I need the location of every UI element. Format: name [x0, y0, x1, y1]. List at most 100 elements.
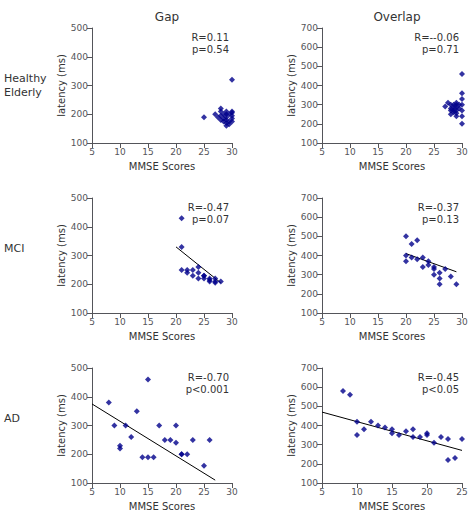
svg-text:20: 20 [170, 147, 182, 157]
svg-text:5: 5 [89, 487, 95, 497]
svg-text:100: 100 [301, 308, 318, 318]
svg-text:20: 20 [170, 317, 182, 327]
svg-text:400: 400 [301, 421, 318, 431]
svg-text:500: 500 [301, 231, 318, 241]
svg-text:MMSE Scores: MMSE Scores [129, 331, 195, 342]
svg-text:25: 25 [198, 487, 209, 497]
svg-text:30: 30 [226, 147, 238, 157]
svg-text:Gap: Gap [155, 10, 179, 24]
svg-text:300: 300 [71, 421, 88, 431]
svg-text:15: 15 [142, 317, 153, 327]
svg-text:30: 30 [226, 487, 238, 497]
svg-text:400: 400 [301, 81, 318, 91]
svg-text:10: 10 [114, 147, 126, 157]
svg-text:200: 200 [301, 119, 318, 129]
svg-text:p=0.71: p=0.71 [422, 44, 459, 55]
svg-text:300: 300 [71, 251, 88, 261]
svg-text:R=-0.70: R=-0.70 [188, 372, 229, 383]
svg-text:latency (ms): latency (ms) [286, 224, 297, 287]
svg-text:30: 30 [456, 147, 468, 157]
svg-text:latency (ms): latency (ms) [286, 54, 297, 117]
svg-text:400: 400 [71, 392, 88, 402]
svg-text:100: 100 [71, 478, 88, 488]
svg-text:300: 300 [301, 100, 318, 110]
svg-text:R=0.11: R=0.11 [191, 32, 229, 43]
svg-text:R=-0.47: R=-0.47 [188, 202, 229, 213]
svg-text:600: 600 [301, 382, 318, 392]
svg-text:200: 200 [301, 459, 318, 469]
svg-text:Elderly: Elderly [4, 86, 42, 99]
svg-text:25: 25 [198, 147, 209, 157]
svg-text:400: 400 [71, 52, 88, 62]
svg-text:500: 500 [71, 193, 88, 203]
svg-text:700: 700 [301, 23, 318, 33]
svg-text:15: 15 [386, 487, 397, 497]
svg-text:700: 700 [301, 363, 318, 373]
svg-text:400: 400 [301, 251, 318, 261]
svg-text:MMSE Scores: MMSE Scores [359, 501, 425, 512]
svg-text:latency (ms): latency (ms) [56, 54, 67, 117]
svg-text:p=0.07: p=0.07 [192, 214, 229, 225]
svg-text:5: 5 [319, 487, 325, 497]
svg-text:500: 500 [301, 401, 318, 411]
svg-text:AD: AD [4, 412, 20, 425]
svg-text:200: 200 [301, 289, 318, 299]
svg-text:MMSE Scores: MMSE Scores [129, 501, 195, 512]
svg-text:300: 300 [301, 440, 318, 450]
svg-text:600: 600 [301, 42, 318, 52]
svg-text:5: 5 [89, 317, 95, 327]
svg-text:100: 100 [71, 308, 88, 318]
svg-text:p<0.05: p<0.05 [422, 384, 459, 395]
svg-text:500: 500 [71, 23, 88, 33]
svg-text:20: 20 [170, 487, 182, 497]
svg-text:MCI: MCI [4, 242, 24, 255]
svg-text:25: 25 [198, 317, 209, 327]
svg-text:15: 15 [372, 147, 383, 157]
svg-text:10: 10 [351, 487, 363, 497]
svg-text:5: 5 [319, 317, 325, 327]
svg-text:latency (ms): latency (ms) [286, 394, 297, 457]
svg-text:latency (ms): latency (ms) [56, 224, 67, 287]
svg-text:700: 700 [301, 193, 318, 203]
svg-text:25: 25 [428, 147, 439, 157]
svg-text:200: 200 [71, 279, 88, 289]
svg-text:5: 5 [319, 147, 325, 157]
svg-text:MMSE Scores: MMSE Scores [359, 161, 425, 172]
svg-text:Healthy: Healthy [4, 72, 47, 85]
svg-text:100: 100 [71, 138, 88, 148]
svg-text:15: 15 [142, 487, 153, 497]
svg-text:R=-0.37: R=-0.37 [418, 202, 459, 213]
svg-text:20: 20 [400, 317, 412, 327]
svg-text:30: 30 [226, 317, 238, 327]
svg-text:10: 10 [344, 317, 356, 327]
svg-text:500: 500 [71, 363, 88, 373]
svg-text:R=--0.06: R=--0.06 [414, 32, 459, 43]
svg-text:p<0.001: p<0.001 [186, 384, 229, 395]
svg-text:10: 10 [114, 317, 126, 327]
svg-text:p=0.13: p=0.13 [422, 214, 459, 225]
svg-text:600: 600 [301, 212, 318, 222]
svg-text:25: 25 [428, 317, 439, 327]
svg-text:15: 15 [142, 147, 153, 157]
svg-text:20: 20 [400, 147, 412, 157]
svg-text:300: 300 [301, 270, 318, 280]
svg-text:MMSE Scores: MMSE Scores [359, 331, 425, 342]
svg-text:10: 10 [344, 147, 356, 157]
svg-text:100: 100 [301, 478, 318, 488]
svg-text:15: 15 [372, 317, 383, 327]
svg-text:10: 10 [114, 487, 126, 497]
svg-text:R=-0.45: R=-0.45 [418, 372, 459, 383]
svg-text:5: 5 [89, 147, 95, 157]
svg-text:p=0.54: p=0.54 [192, 44, 229, 55]
svg-text:100: 100 [301, 138, 318, 148]
svg-text:300: 300 [71, 81, 88, 91]
svg-text:MMSE Scores: MMSE Scores [129, 161, 195, 172]
svg-text:Overlap: Overlap [373, 10, 420, 24]
svg-text:200: 200 [71, 449, 88, 459]
svg-text:400: 400 [71, 222, 88, 232]
svg-text:30: 30 [456, 317, 468, 327]
svg-text:20: 20 [421, 487, 433, 497]
svg-text:25: 25 [456, 487, 467, 497]
svg-text:500: 500 [301, 61, 318, 71]
svg-text:latency (ms): latency (ms) [56, 394, 67, 457]
